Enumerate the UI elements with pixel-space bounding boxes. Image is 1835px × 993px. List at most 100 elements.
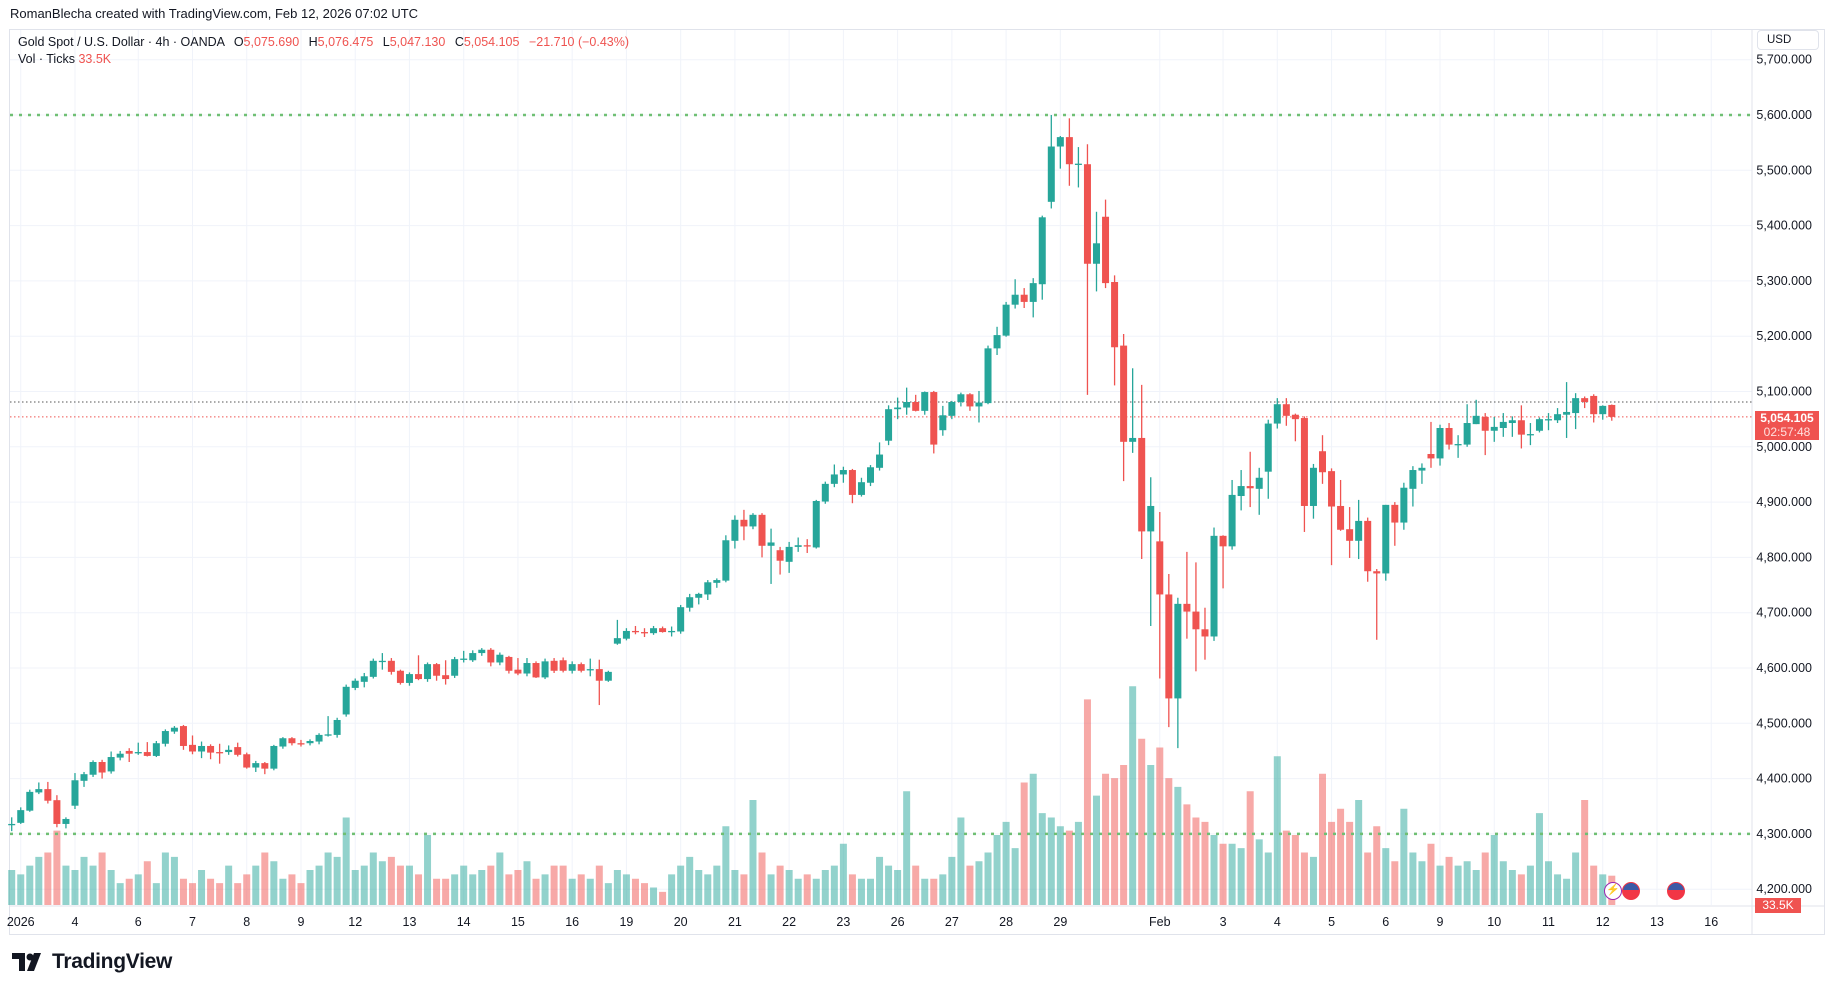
volume-bar: [8, 870, 16, 905]
volume-bar: [1391, 861, 1399, 905]
symbol-title[interactable]: Gold Spot / U.S. Dollar · 4h · OANDA: [18, 35, 225, 49]
candle-body: [261, 763, 269, 769]
candle-body: [1364, 520, 1372, 572]
volume-bar: [1219, 843, 1227, 905]
candle-body: [1102, 216, 1110, 284]
candle-body: [306, 740, 314, 744]
candle-body: [207, 745, 215, 753]
candle-body: [939, 415, 947, 431]
volume-bar: [794, 878, 802, 905]
volume-bar: [1454, 865, 1462, 905]
volume-label[interactable]: Vol · Ticks: [18, 52, 75, 66]
candle-body: [1065, 137, 1073, 165]
candle-body: [71, 780, 79, 806]
volume-bar: [279, 878, 287, 905]
volume-bar: [1273, 756, 1281, 905]
candle-body: [1319, 451, 1326, 473]
volume-bar: [125, 878, 133, 905]
candle-body: [107, 757, 115, 772]
volume-bar: [1409, 852, 1417, 905]
candle-body: [604, 671, 612, 681]
candle-body: [1255, 477, 1263, 489]
volume-bar: [695, 870, 703, 905]
volume-bar: [342, 817, 350, 905]
volume-bar: [107, 870, 115, 905]
candle-body: [134, 752, 142, 754]
candle-body: [1219, 535, 1227, 547]
time-axis-label: 28: [999, 915, 1013, 929]
candle-body: [803, 545, 811, 547]
candle-body: [758, 514, 766, 546]
lightning-icon[interactable]: ⚡: [1604, 882, 1622, 900]
volume-bar: [1590, 865, 1598, 905]
candle-body: [1129, 437, 1137, 442]
candle-body: [252, 763, 260, 768]
price-axis-label: 4,900.000: [1756, 495, 1812, 509]
price-axis-label: 5,500.000: [1756, 163, 1812, 177]
candle-body: [1111, 282, 1119, 348]
candle-body: [288, 738, 296, 744]
candle-body: [857, 482, 865, 495]
candle-body: [568, 664, 576, 671]
candle-body: [1535, 419, 1543, 431]
candle-body: [523, 663, 531, 674]
time-axis-label: 16: [565, 915, 579, 929]
candle-body: [270, 745, 278, 769]
volume-bar: [586, 878, 594, 905]
volume-bar: [234, 883, 242, 905]
candle-body: [324, 734, 332, 736]
volume-bar: [1517, 874, 1525, 905]
candle-body: [396, 670, 404, 683]
volume-bar: [333, 856, 341, 905]
candle-body: [839, 470, 847, 475]
candle-body: [1282, 404, 1290, 416]
volume-bar: [1183, 804, 1191, 905]
candle-body: [1599, 405, 1607, 415]
volume-bar: [1129, 686, 1137, 905]
candle-body: [143, 752, 151, 756]
candle-body: [1490, 426, 1498, 431]
legend: Gold Spot / U.S. Dollar · 4h · OANDA O 5,…: [18, 34, 629, 68]
volume-bar: [1047, 817, 1055, 905]
low-label: L: [382, 35, 390, 49]
currency-button[interactable]: USD: [1757, 30, 1819, 50]
open-label: O: [233, 35, 244, 49]
candle-body: [1346, 529, 1354, 541]
candle-body: [1445, 427, 1453, 445]
volume-bar: [803, 874, 811, 905]
volume-bar: [1111, 778, 1119, 905]
volume-bar: [939, 874, 947, 905]
candle-body: [460, 658, 468, 660]
close-value: 5,054.105: [463, 35, 520, 49]
volume-bar: [758, 852, 766, 905]
price-axis-label: 5,400.000: [1756, 219, 1812, 233]
candle-body: [948, 402, 956, 416]
volume-bar: [1237, 848, 1245, 905]
candle-body: [1210, 535, 1218, 637]
tradingview-logo[interactable]: TradingView: [12, 950, 172, 974]
candle-body: [1328, 471, 1336, 507]
price-axis-label: 5,700.000: [1756, 53, 1812, 67]
volume-bar: [595, 865, 603, 905]
candle-body: [740, 519, 748, 527]
volume-bar: [848, 874, 856, 905]
us-flag-icon[interactable]: [1622, 882, 1640, 900]
volume-bar: [451, 874, 459, 905]
volume-bar: [1210, 835, 1218, 905]
volume-bar: [1508, 870, 1516, 905]
candle-body: [577, 664, 585, 671]
volume-bar: [532, 878, 540, 905]
volume-bar: [351, 870, 359, 905]
volume-bar: [1364, 852, 1372, 905]
volume-value: 33.5K: [78, 52, 112, 66]
volume-bar: [1309, 856, 1317, 905]
candle-body: [478, 649, 486, 654]
volume-bar: [1291, 835, 1299, 905]
volume-bar: [369, 852, 377, 905]
last-price-badge: 5,054.105 02:57:48: [1755, 411, 1819, 440]
us-flag-icon[interactable]: [1667, 882, 1685, 900]
time-axis-label: 19: [619, 915, 633, 929]
volume-bar: [677, 865, 685, 905]
candle-body: [695, 593, 703, 598]
